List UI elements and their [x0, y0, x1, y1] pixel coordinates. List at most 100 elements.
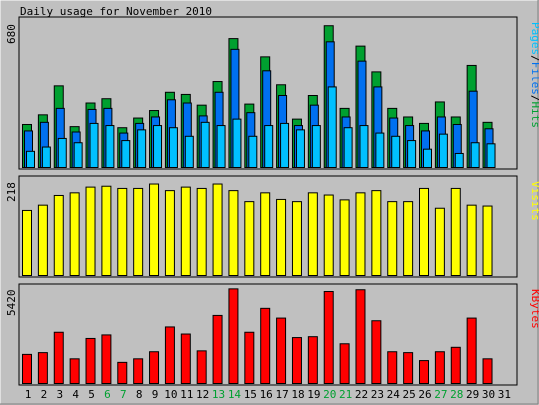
visits-panel: 218 Visits	[5, 175, 539, 278]
day-label: 8	[136, 388, 143, 401]
visits-ymax-label: 218	[5, 182, 18, 202]
visits-bar	[450, 187, 461, 276]
visits-bar	[419, 187, 429, 276]
day-label: 3	[56, 388, 63, 401]
legend-separator-1: /	[529, 55, 539, 62]
kbytes-bar	[196, 350, 207, 384]
kbytes-bar	[180, 333, 191, 384]
day-label: 18	[291, 388, 304, 401]
day-label: 31	[498, 388, 511, 401]
visits-bars	[22, 183, 493, 277]
day-label: 24	[387, 388, 401, 401]
day-label: 6	[104, 388, 111, 401]
day-label: 26	[418, 388, 431, 401]
day-label: 22	[355, 388, 368, 401]
kbytes-bar	[101, 334, 112, 385]
pages-bar	[280, 122, 290, 168]
pages-bar	[391, 135, 401, 168]
day-label: 7	[120, 388, 127, 401]
pages-bar	[41, 146, 51, 169]
kbytes-bar	[260, 307, 271, 385]
pages-bar	[295, 129, 305, 168]
kbytes-bar	[37, 352, 48, 384]
pages-bar	[311, 125, 321, 168]
kbytes-bar	[307, 336, 318, 385]
day-label: 15	[244, 388, 257, 401]
kbytes-bar	[149, 351, 160, 385]
legend-separator-2: /	[529, 95, 539, 102]
day-label: 29	[466, 388, 479, 401]
visits-bar	[323, 194, 334, 276]
pages-bar	[375, 132, 385, 169]
day-label: 2	[41, 388, 48, 401]
pages-bar	[438, 133, 448, 169]
visits-bar	[307, 192, 318, 276]
visits-bar	[22, 209, 32, 277]
visits-bar	[180, 186, 191, 276]
pages-bar	[57, 137, 67, 168]
kbytes-bar	[482, 358, 493, 385]
day-label: 25	[402, 388, 415, 401]
kbytes-bar	[22, 353, 32, 385]
day-label: 5	[88, 388, 95, 401]
pages-bar	[168, 127, 178, 168]
kbytes-bar	[371, 320, 382, 385]
hits-ymax-label: 680	[5, 24, 18, 44]
visits-bar	[53, 194, 64, 276]
hits-files-pages-legend: Pages/Files/Hits	[529, 22, 539, 128]
pages-bar	[153, 125, 163, 168]
day-label: 1	[25, 388, 32, 401]
day-label: 13	[212, 388, 225, 401]
day-labels: 1 2 3 4 5 6 7 8 9 10 11 12 13 14 15 16 17 18 19 20 21 22 23 24 2…	[25, 388, 511, 401]
day-label: 11	[180, 388, 193, 401]
kbytes-bar	[291, 337, 302, 385]
kbytes-bar	[419, 360, 429, 385]
visits-bar	[164, 190, 175, 276]
visits-bar	[387, 201, 398, 277]
pages-bar	[121, 140, 131, 169]
visits-bar	[403, 201, 414, 277]
day-label: 9	[152, 388, 159, 401]
visits-bar	[117, 187, 128, 276]
pages-bar	[137, 129, 147, 168]
pages-bar	[423, 148, 432, 168]
kbytes-bar	[434, 351, 445, 385]
kbytes-bar	[212, 314, 223, 385]
kbytes-ymax-label: 5420	[5, 290, 18, 317]
visits-bar	[482, 205, 493, 277]
pages-bar	[184, 135, 194, 168]
visits-bar	[434, 207, 445, 276]
pages-bar	[359, 125, 369, 168]
kbytes-bars	[22, 288, 493, 385]
kbytes-bar	[355, 289, 366, 384]
hits-legend-label: Hits	[529, 102, 539, 129]
day-label: 17	[275, 388, 288, 401]
day-label: 20	[323, 388, 336, 401]
kbytes-bar	[323, 291, 334, 385]
visits-bar	[371, 190, 382, 276]
kbytes-legend-label: KBytes	[529, 289, 539, 329]
visits-bar	[37, 204, 48, 276]
visits-bar	[69, 192, 80, 276]
visits-bar	[85, 186, 96, 276]
pages-bar	[248, 135, 258, 168]
day-label: 12	[196, 388, 209, 401]
pages-bar	[486, 143, 496, 168]
svg-text:Pages/Files/Hits: Pages/Files/Hits	[529, 22, 539, 128]
kbytes-bar	[244, 331, 255, 385]
visits-legend-label: Visits	[529, 181, 539, 221]
visits-bar	[260, 192, 271, 276]
kbytes-legend: KBytes	[529, 289, 539, 329]
kbytes-bar	[53, 331, 64, 385]
visits-bar	[149, 183, 160, 276]
day-label: 14	[228, 388, 242, 401]
pages-bar	[216, 125, 226, 168]
visits-legend: Visits	[529, 181, 539, 221]
pages-legend-label: Pages	[529, 22, 539, 55]
day-label: 10	[164, 388, 177, 401]
pages-bar	[470, 142, 480, 168]
hits-files-pages-bars	[22, 25, 496, 169]
pages-bar	[407, 140, 417, 169]
day-label: 30	[482, 388, 495, 401]
